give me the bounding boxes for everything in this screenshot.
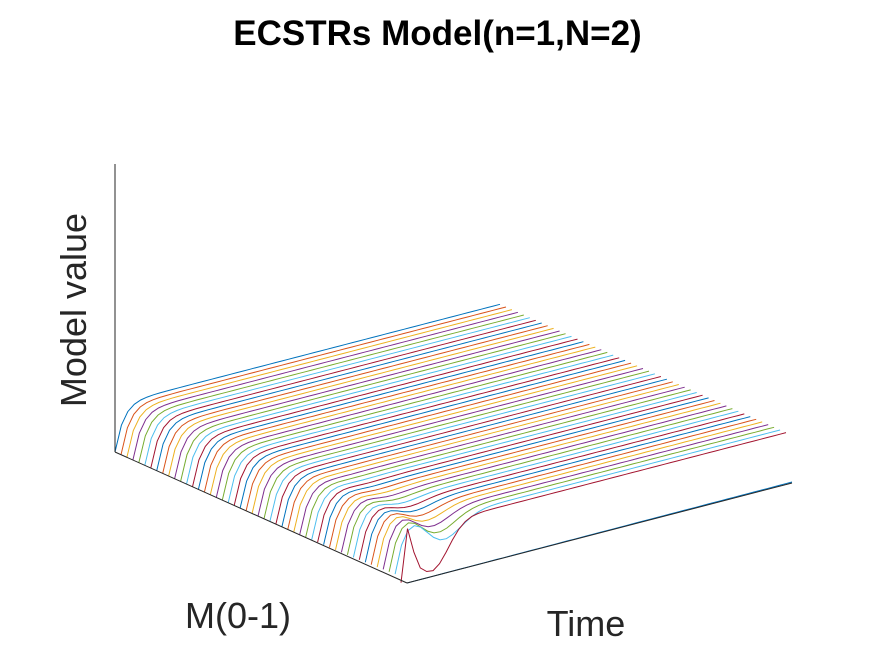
series-line (323, 397, 709, 545)
time-axis-label: Time (547, 603, 626, 644)
series-line (209, 346, 596, 495)
series-line (197, 341, 584, 490)
z-axis-label: Model value (53, 213, 94, 407)
series-line (376, 421, 763, 568)
series-lines (114, 303, 793, 584)
series-line (251, 365, 638, 514)
series-line (382, 424, 769, 570)
series-line (144, 317, 530, 466)
series-line (299, 386, 685, 535)
series-line (388, 426, 775, 572)
series-line (180, 333, 566, 482)
series-line (305, 389, 691, 538)
series-line (114, 303, 501, 453)
series-line (174, 330, 560, 479)
series-line (370, 418, 757, 565)
series-line (317, 394, 703, 543)
series-line (233, 357, 620, 506)
series-line (227, 354, 614, 503)
series-line (275, 376, 662, 525)
series-line (358, 413, 745, 560)
series-line (281, 378, 668, 527)
series-line (150, 319, 536, 469)
series-line (239, 359, 626, 509)
series-line (346, 408, 733, 556)
series-line (287, 381, 673, 530)
series-line (335, 402, 721, 551)
series-line (132, 311, 519, 461)
series-line (221, 351, 608, 501)
series-line (126, 309, 513, 458)
series-line (192, 338, 578, 487)
series-line (263, 370, 650, 519)
series-line (120, 306, 507, 455)
series-line (162, 325, 548, 474)
series-line (203, 343, 590, 493)
series-line (352, 410, 739, 558)
m-axis-line (114, 451, 408, 584)
series-line (364, 416, 751, 563)
series-line (400, 432, 787, 583)
series-line (293, 384, 679, 533)
series-line (138, 314, 524, 463)
series-line (168, 327, 554, 477)
m-axis-label: M(0-1) (185, 595, 291, 636)
series-line (156, 322, 542, 471)
series-line (245, 362, 632, 511)
chart-title: ECSTRs Model(n=1,N=2) (233, 14, 642, 53)
series-line (329, 400, 715, 548)
series-line (269, 373, 656, 522)
series-line (186, 335, 572, 485)
series-line (215, 349, 602, 498)
series-line (340, 405, 727, 553)
time-axis-line (406, 482, 793, 584)
series-line (257, 368, 644, 517)
series-line (311, 392, 697, 540)
